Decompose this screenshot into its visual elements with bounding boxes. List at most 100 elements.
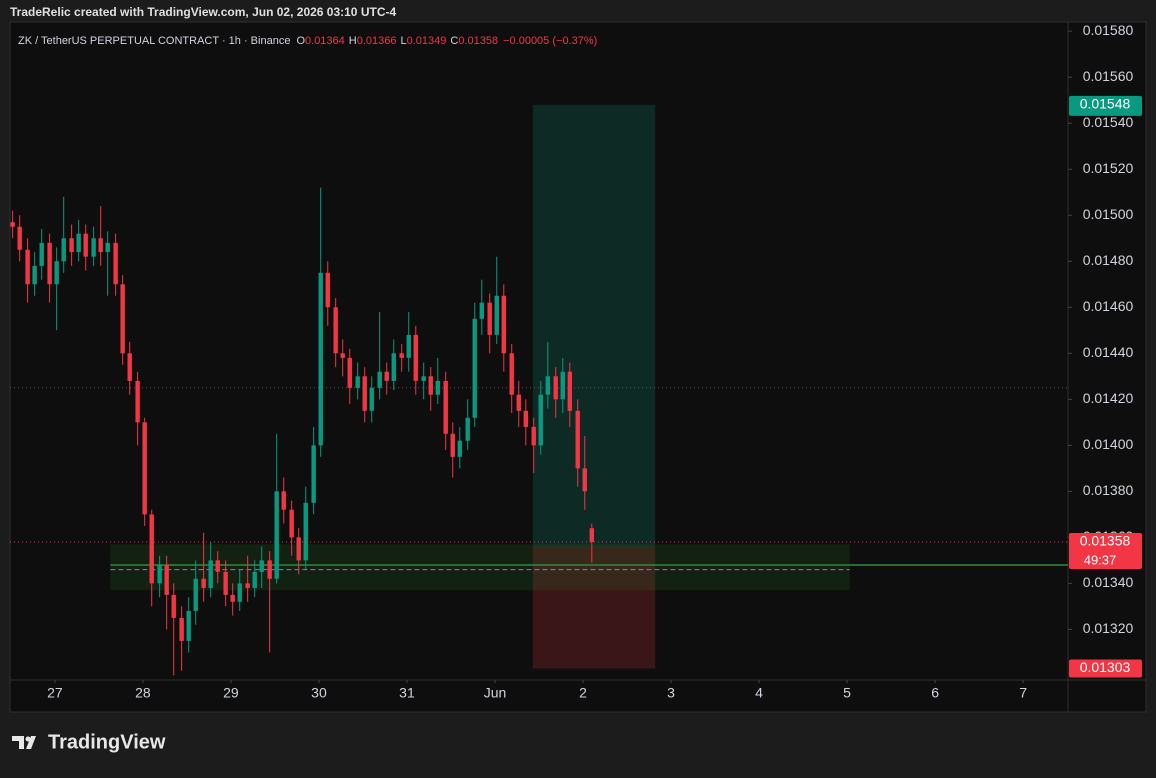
ohlc-label: C bbox=[450, 35, 458, 47]
candle-body bbox=[267, 560, 272, 579]
candle-body bbox=[259, 560, 264, 572]
target-label-box bbox=[1069, 95, 1142, 116]
support-zone bbox=[110, 544, 850, 591]
candle-body bbox=[252, 571, 257, 588]
x-tick-label: 30 bbox=[311, 685, 327, 701]
candle-body bbox=[76, 233, 81, 253]
candle-body bbox=[54, 261, 59, 285]
header: TradeRelic created with TradingView.com,… bbox=[10, 5, 396, 19]
candle-body bbox=[487, 302, 492, 335]
x-tick-label: 2 bbox=[579, 685, 587, 701]
candle-body bbox=[289, 509, 294, 538]
target-zone bbox=[532, 104, 656, 547]
candle-body bbox=[303, 502, 308, 561]
candle-body bbox=[501, 295, 506, 354]
candle-body bbox=[25, 249, 30, 285]
candle-body bbox=[61, 238, 66, 262]
candle-body bbox=[545, 376, 551, 395]
legend: ZK / TetherUS PERPETUAL CONTRACT · 1h · … bbox=[18, 35, 597, 47]
x-tick-label: 29 bbox=[223, 685, 239, 701]
candle-body bbox=[406, 334, 411, 358]
candle-body bbox=[245, 583, 250, 588]
candle-body bbox=[142, 422, 147, 515]
candle-body bbox=[318, 272, 323, 446]
countdown: 49:37 bbox=[1084, 552, 1117, 567]
candle-body bbox=[369, 387, 374, 411]
candle-body bbox=[230, 594, 235, 602]
candle-body bbox=[428, 376, 433, 395]
candle-body bbox=[450, 433, 455, 457]
candle-body bbox=[575, 410, 580, 469]
candle-body bbox=[215, 560, 220, 572]
y-tick-label: 0.01500 bbox=[1083, 206, 1134, 222]
candle-body bbox=[149, 514, 154, 584]
y-tick-label: 0.01440 bbox=[1083, 344, 1134, 360]
candle-body bbox=[113, 242, 118, 285]
candle-body bbox=[135, 380, 140, 423]
y-tick-label: 0.01560 bbox=[1083, 68, 1134, 84]
candle-body bbox=[472, 318, 477, 418]
x-tick-label: Jun bbox=[484, 685, 507, 701]
stop-label-box bbox=[1069, 659, 1142, 678]
candle-body bbox=[32, 265, 37, 285]
candle-body bbox=[384, 371, 389, 381]
last-price-label-text: 0.01358 bbox=[1080, 533, 1131, 549]
candle-body bbox=[567, 371, 573, 411]
candle-body bbox=[311, 445, 316, 503]
y-tick-label: 0.01420 bbox=[1083, 390, 1134, 406]
y-tick-label: 0.01320 bbox=[1083, 620, 1134, 636]
candle-body bbox=[91, 238, 96, 257]
x-tick-label: 6 bbox=[931, 685, 939, 701]
candle-body bbox=[281, 491, 286, 510]
candle-body bbox=[83, 233, 88, 257]
candle-body bbox=[391, 353, 396, 381]
candle-body bbox=[465, 417, 470, 441]
candle-body bbox=[443, 380, 448, 434]
candle-body bbox=[39, 242, 44, 266]
candle-body bbox=[347, 357, 352, 388]
plot bbox=[10, 104, 1068, 676]
candle-body bbox=[355, 376, 360, 388]
candle-body bbox=[274, 491, 279, 579]
y-tick-label: 0.01460 bbox=[1083, 298, 1134, 314]
ohlc-value: 0.01366 bbox=[357, 35, 397, 47]
chart-panel bbox=[9, 21, 1147, 713]
candle-body bbox=[157, 564, 162, 584]
candle-body bbox=[516, 394, 521, 411]
candle-body bbox=[582, 468, 587, 492]
candle-body bbox=[538, 394, 543, 446]
y-tick-label: 0.01540 bbox=[1083, 114, 1134, 130]
candle-body bbox=[325, 272, 330, 308]
candle-body bbox=[413, 334, 418, 381]
y-tick-label: 0.01380 bbox=[1083, 482, 1134, 498]
candle-body bbox=[171, 594, 176, 618]
candle-body bbox=[523, 410, 528, 427]
candle-body bbox=[193, 578, 198, 611]
candle-body bbox=[223, 571, 228, 595]
candle-body bbox=[340, 353, 345, 358]
candle-body bbox=[553, 376, 558, 400]
target-label-text: 0.01548 bbox=[1080, 96, 1131, 112]
candle-body bbox=[399, 353, 404, 358]
candle-body bbox=[208, 560, 213, 588]
candle-body bbox=[105, 242, 110, 253]
logo-dot bbox=[25, 736, 31, 742]
candle-body bbox=[560, 371, 565, 400]
x-tick-label: 28 bbox=[135, 685, 151, 701]
change: −0.00005 (−0.37%) bbox=[503, 35, 597, 47]
y-tick-label: 0.01340 bbox=[1083, 574, 1134, 590]
candle-body bbox=[509, 353, 514, 395]
x-tick-label: 4 bbox=[755, 685, 763, 701]
ohlc-label: H bbox=[349, 35, 357, 47]
stop-zone bbox=[532, 546, 656, 669]
candle-body bbox=[531, 426, 536, 446]
candle-body bbox=[164, 564, 169, 595]
candle-body bbox=[186, 610, 191, 641]
last-price-label-box bbox=[1069, 532, 1142, 569]
candle-body bbox=[47, 242, 52, 285]
candle-body bbox=[589, 528, 595, 542]
candle-body bbox=[120, 284, 125, 354]
candle-body bbox=[201, 578, 206, 588]
candle-body bbox=[457, 440, 462, 457]
candle-body bbox=[421, 376, 426, 381]
